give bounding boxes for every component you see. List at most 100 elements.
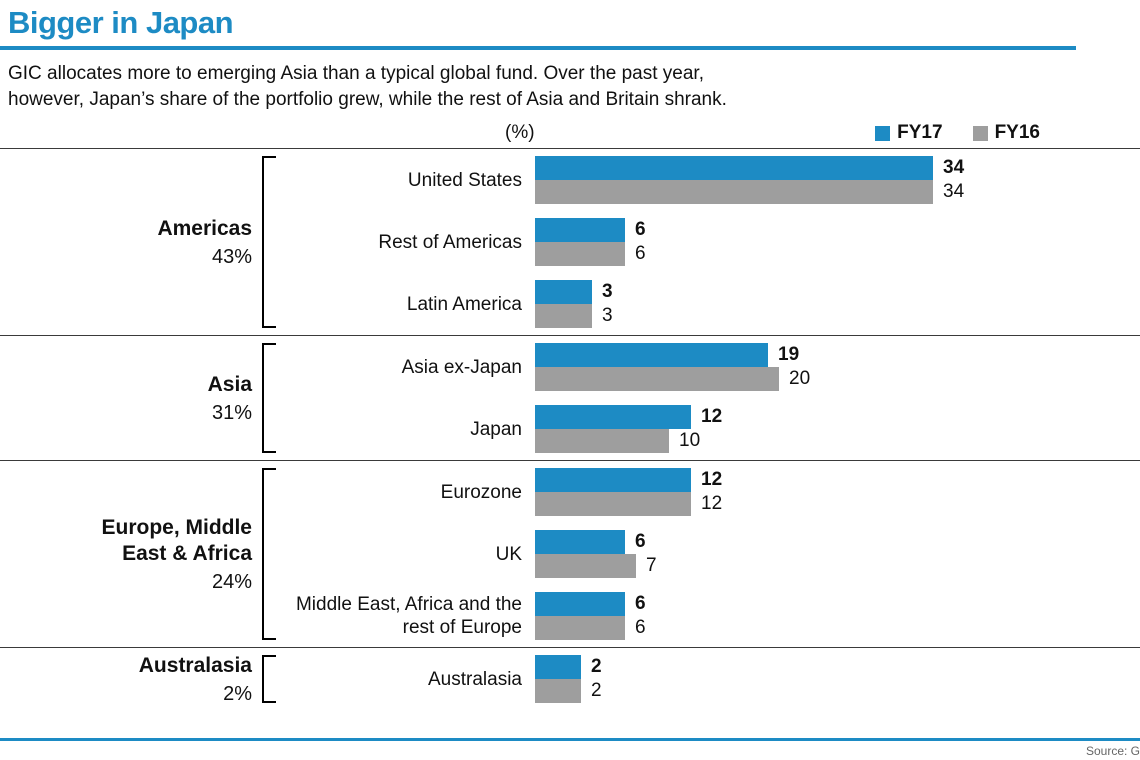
region-name: Europe, Middle East & Africa [101, 516, 252, 566]
bar-line-fy16: 34 [535, 180, 965, 205]
bar-line-fy16: 10 [535, 429, 722, 454]
bar-row: Eurozone 12 12 [280, 461, 1140, 523]
bar-pair: 12 12 [535, 468, 723, 517]
bar-line-fy17: 19 [535, 343, 810, 368]
region-label-cell: Australasia 2% [0, 648, 258, 710]
category-label: United States [407, 169, 522, 191]
title-underline-rule [0, 46, 1076, 50]
value-label-fy17: 6 [635, 593, 646, 615]
legend: FY17 FY16 [875, 122, 1140, 144]
region-share: 2% [223, 682, 252, 705]
value-label-fy16: 6 [635, 617, 646, 639]
region-group: Europe, Middle East & Africa 24% Eurozone 1… [0, 460, 1140, 647]
bar-line-fy16: 7 [535, 554, 657, 579]
bar-fy17 [535, 468, 691, 493]
group-bracket [262, 156, 276, 329]
region-share: 24% [211, 570, 252, 593]
group-rows: Eurozone 12 12 UK 6 7 Middle East, Africa and … [280, 461, 1140, 647]
bar-line-fy16: 6 [535, 242, 646, 267]
bar-line-fy17: 3 [535, 280, 613, 305]
category-label: Latin America [406, 293, 522, 315]
bar-row: Middle East, Africa and the rest of Euro… [280, 585, 1140, 647]
bar-line-fy16: 12 [535, 492, 723, 517]
bar-line-fy16: 20 [535, 367, 811, 392]
fy16-swatch-icon [972, 125, 988, 141]
bar-line-fy17: 34 [535, 156, 964, 181]
bar-row: Asia ex-Japan 19 20 [280, 336, 1140, 398]
bracket-cell [258, 648, 280, 710]
bar-fy16 [535, 429, 669, 454]
region-label-cell: Asia 31% [0, 336, 258, 460]
chart-subtitle: GIC allocates more to emerging Asia than… [0, 50, 1140, 113]
region-group: Americas 43% United States 34 34 Rest of Amer… [0, 148, 1140, 335]
category-label: Middle East, Africa and the rest of Euro… [295, 594, 522, 639]
category-label: Japan [470, 418, 522, 440]
bar-pair: 34 34 [535, 156, 965, 205]
bar-fy16 [535, 616, 625, 641]
bar-fy16 [535, 679, 581, 704]
legend-label-fy16: FY16 [994, 122, 1040, 144]
grouped-bar-chart: Americas 43% United States 34 34 Rest of Amer… [0, 148, 1140, 710]
category-label: Australasia [428, 668, 522, 690]
category-label: Eurozone [440, 481, 522, 503]
value-label-fy17: 3 [602, 281, 613, 303]
bar-line-fy17: 6 [535, 218, 646, 243]
value-label-fy16: 34 [943, 181, 965, 203]
bar-fy16 [535, 554, 636, 579]
value-label-fy16: 10 [679, 430, 701, 452]
legend-item-fy17: FY17 [875, 122, 943, 144]
bar-row: Latin America 3 3 [280, 273, 1140, 335]
page-title: Bigger in Japan [8, 5, 234, 40]
source-credit: Source: G [1085, 744, 1140, 759]
value-label-fy17: 12 [701, 406, 723, 428]
bar-line-fy17: 6 [535, 592, 646, 617]
footer: Source: G [0, 738, 1140, 758]
region-group: Asia 31% Asia ex-Japan 19 20 Japan 12 10 [0, 335, 1140, 460]
value-label-fy16: 12 [701, 493, 723, 515]
category-label: UK [495, 543, 522, 565]
bracket-cell [258, 461, 280, 647]
bar-fy17 [535, 156, 933, 181]
group-rows: United States 34 34 Rest of Americas 6 6 Latin… [280, 149, 1140, 335]
bar-row: Japan 12 10 [280, 398, 1140, 460]
value-label-fy16: 20 [789, 368, 811, 390]
group-rows: Asia ex-Japan 19 20 Japan 12 10 [280, 336, 1140, 460]
legend-row: (%) FY17 FY16 [0, 118, 1140, 148]
value-label-fy17: 6 [635, 531, 646, 553]
bar-row: UK 6 7 [280, 523, 1140, 585]
region-name: Australasia [138, 654, 252, 678]
legend-item-fy16: FY16 [972, 122, 1040, 144]
value-label-fy16: 2 [591, 680, 602, 702]
bar-fy17 [535, 530, 625, 555]
bar-row: Rest of Americas 6 6 [280, 211, 1140, 273]
region-name: Americas [157, 217, 252, 241]
fy17-swatch-icon [875, 125, 891, 141]
bar-line-fy16: 2 [535, 679, 602, 704]
bar-fy17 [535, 405, 691, 430]
region-name: Asia [207, 373, 252, 397]
bar-fy16 [535, 242, 625, 267]
bar-row: Australasia 2 2 [280, 648, 1140, 710]
bar-fy17 [535, 592, 625, 617]
value-label-fy16: 6 [635, 243, 646, 265]
bar-fy16 [535, 304, 592, 329]
value-label-fy17: 6 [635, 219, 646, 241]
group-bracket [262, 343, 276, 454]
category-label: Rest of Americas [378, 231, 522, 253]
region-share: 43% [211, 245, 252, 268]
bar-line-fy17: 2 [535, 655, 602, 680]
legend-label-fy17: FY17 [897, 122, 943, 144]
bracket-cell [258, 149, 280, 335]
bar-line-fy17: 12 [535, 405, 723, 430]
bar-fy16 [535, 367, 779, 392]
region-label-cell: Americas 43% [0, 149, 258, 335]
bar-row: United States 34 34 [280, 149, 1140, 211]
bar-pair: 19 20 [535, 343, 811, 392]
bar-pair: 12 10 [535, 405, 723, 454]
group-rows: Australasia 2 2 [280, 648, 1140, 710]
